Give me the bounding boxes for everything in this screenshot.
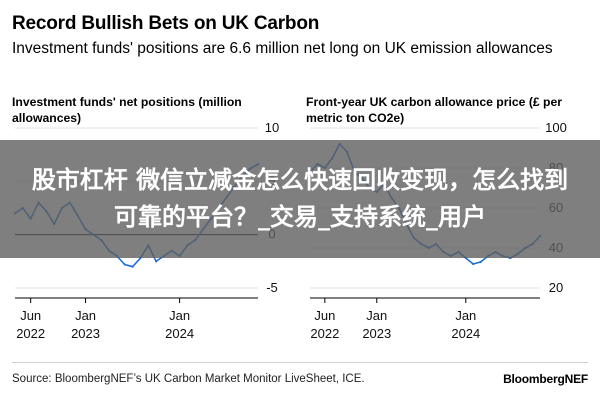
overlay-line-2: 可靠的平台？_交易_支持系统_用户	[114, 203, 486, 231]
right-y-tick-label: 20	[549, 280, 563, 295]
footer-divider	[12, 362, 588, 363]
overlay-line-1: 股市杠杆 微信立减金怎么快速回收变现，怎么找到	[31, 166, 569, 194]
right-panel-title: Front-year UK carbon allowance price (£ …	[306, 95, 563, 125]
right-y-tick-label: 100	[545, 120, 567, 135]
overlay-banner-text: 股市杠杆 微信立减金怎么快速回收变现，怎么找到 可靠的平台？_交易_支持系统_用…	[10, 162, 590, 236]
left-x-tick-label: Jun	[20, 308, 41, 323]
left-x-tick-label: Jan	[169, 308, 190, 323]
publisher-logo: BloombergNEF	[503, 372, 588, 386]
right-x-tick-label: Jun	[314, 308, 335, 323]
left-y-tick-label: 10	[265, 120, 279, 135]
left-panel-title: Investment funds' net positions (million…	[12, 95, 242, 125]
right-data-point	[479, 260, 482, 264]
left-data-point	[131, 265, 134, 268]
left-x-tick-year: 2022	[16, 326, 45, 341]
right-x-tick-year: 2024	[451, 326, 480, 341]
left-y-tick-label: -5	[266, 280, 278, 295]
chart-title: Record Bullish Bets on UK Carbon	[12, 13, 320, 34]
left-data-point	[123, 263, 126, 266]
right-data-point	[472, 262, 475, 266]
overlay-banner: 股市杠杆 微信立减金怎么快速回收变现，怎么找到 可靠的平台？_交易_支持系统_用…	[0, 140, 600, 258]
right-x-tick-label: Jan	[366, 308, 387, 323]
chart-subtitle: Investment funds' positions are 6.6 mill…	[12, 40, 553, 57]
left-data-point	[154, 260, 158, 263]
right-x-tick-year: 2023	[362, 326, 391, 341]
right-x-tick-label: Jan	[455, 308, 476, 323]
left-x-tick-year: 2023	[71, 326, 100, 341]
right-x-tick-year: 2022	[310, 326, 339, 341]
source-note: Source: BloombergNEF’s UK Carbon Market …	[12, 373, 365, 385]
left-x-tick-label: Jan	[75, 308, 96, 323]
left-x-tick-year: 2024	[165, 326, 194, 341]
